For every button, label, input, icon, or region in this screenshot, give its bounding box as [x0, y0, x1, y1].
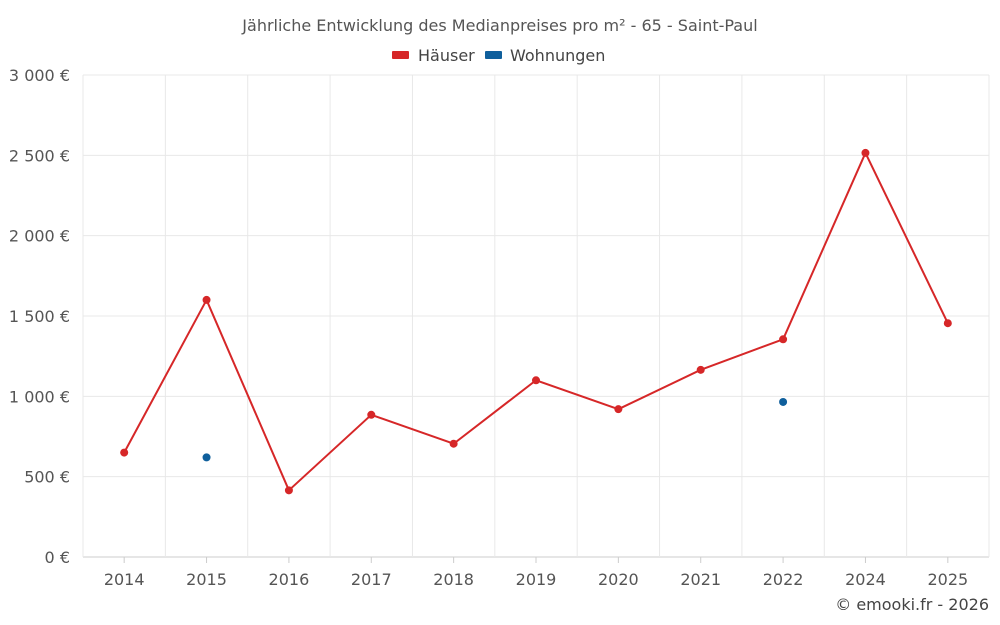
legend-swatch-wohnungen	[485, 51, 502, 59]
x-tick-label: 2016	[269, 570, 310, 589]
y-tick-label: 2 500 €	[9, 146, 70, 165]
gridlines	[82, 74, 990, 558]
x-tick-label: 2014	[104, 570, 145, 589]
legend-label-hauser: Häuser	[418, 46, 475, 65]
legend-item-wohnungen[interactable]: Wohnungen	[485, 46, 605, 65]
data-point-wohnungen[interactable]	[202, 453, 211, 462]
y-tick-label: 0 €	[45, 548, 70, 567]
legend-swatch-hauser	[392, 51, 409, 59]
credit: © emooki.fr - 2026	[835, 595, 989, 614]
y-tick-label: 500 €	[24, 468, 70, 487]
data-point-h-user[interactable]	[861, 148, 870, 157]
y-tick-label: 1 500 €	[9, 307, 70, 326]
data-point-h-user[interactable]	[943, 319, 952, 328]
y-tick-label: 3 000 €	[9, 66, 70, 85]
data-point-h-user[interactable]	[532, 376, 540, 385]
series-layer	[120, 148, 952, 495]
series-wohnungen	[202, 397, 788, 462]
x-tick-label: 2024	[845, 570, 886, 589]
series-h-user	[120, 148, 952, 495]
x-tick-label: 2022	[763, 570, 804, 589]
data-point-h-user[interactable]	[696, 365, 705, 374]
legend-label-wohnungen: Wohnungen	[510, 46, 605, 65]
data-point-h-user[interactable]	[614, 405, 623, 414]
x-tick-label: 2019	[516, 570, 557, 589]
legend-item-hauser[interactable]: Häuser	[392, 46, 475, 65]
x-tick-label: 2021	[680, 570, 721, 589]
data-point-h-user[interactable]	[449, 439, 458, 448]
x-tick-label: 2017	[351, 570, 392, 589]
y-tick-label: 1 000 €	[9, 387, 70, 406]
x-tick-label: 2025	[927, 570, 968, 589]
data-point-h-user[interactable]	[284, 486, 293, 495]
x-tick-label: 2018	[433, 570, 474, 589]
data-point-wohnungen[interactable]	[779, 397, 788, 406]
y-axis: 0 € 500 € 1 000 € 1 500 € 2 000 € 2 500 € 3 00…	[9, 66, 70, 567]
data-point-h-user[interactable]	[202, 295, 211, 304]
legend: Häuser Wohnungen	[392, 46, 605, 65]
data-point-h-user[interactable]	[120, 448, 129, 457]
data-point-h-user[interactable]	[779, 335, 788, 344]
data-point-h-user[interactable]	[367, 410, 376, 419]
x-axis: 2014 2015 2016 2017 2018 2019 2020 2021 2022 2024…	[104, 557, 968, 589]
y-tick-label: 2 000 €	[9, 227, 70, 246]
x-tick-label: 2020	[598, 570, 639, 589]
chart-title: Jährliche Entwicklung des Medianpreises …	[241, 16, 757, 35]
x-tick-label: 2015	[186, 570, 227, 589]
